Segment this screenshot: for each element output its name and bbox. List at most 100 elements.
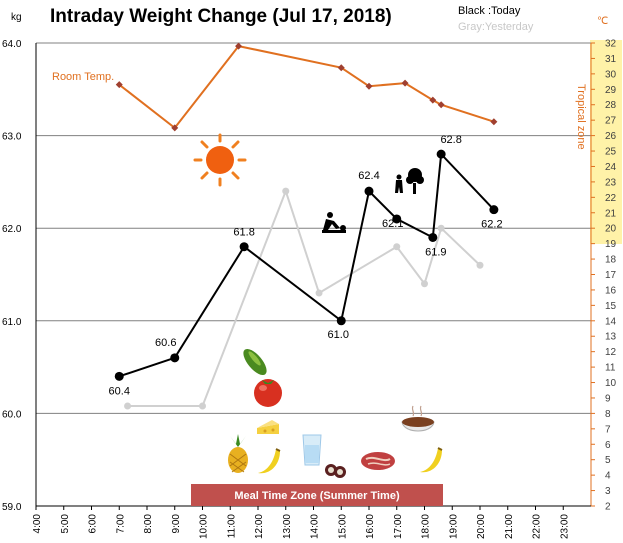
point-room-temp (490, 118, 498, 126)
left-tick-label: 60.0 (2, 409, 22, 420)
right-tick-label: 5 (605, 455, 611, 466)
sushi-icon (325, 464, 346, 478)
point-today (239, 242, 249, 252)
point-yesterday (124, 402, 132, 410)
right-tick-label: 10 (605, 378, 617, 389)
right-unit-label: ℃ (597, 16, 608, 27)
right-tick-label: 25 (605, 147, 617, 158)
point-room-temp (235, 42, 243, 50)
left-tick-label: 64.0 (2, 39, 22, 50)
right-tick-label: 32 (605, 39, 617, 50)
legend-yesterday: Gray:Yesterday (458, 21, 534, 33)
right-tick-label: 22 (605, 193, 617, 204)
x-tick-labels: 4:00 5:00 6:00 7:00 8:00 9:00 10:00 11:00 12:00 1… (32, 506, 570, 539)
right-tick-label: 9 (605, 393, 611, 404)
point-today (364, 186, 374, 196)
point-yesterday (476, 261, 484, 269)
right-tick-label: 17 (605, 270, 617, 281)
legend-today: Black :Today (458, 5, 521, 17)
point-today (489, 205, 499, 215)
right-tick-label: 12 (605, 347, 617, 358)
banana-icon (420, 447, 443, 473)
gardening-person-icon (322, 212, 346, 233)
point-today (170, 353, 180, 363)
series-yesterday (124, 187, 484, 410)
left-tick-label: 59.0 (2, 502, 22, 513)
point-today (336, 316, 346, 326)
right-tick-label: 13 (605, 332, 617, 343)
right-tick-label: 24 (605, 162, 617, 173)
point-today (436, 149, 446, 159)
point-yesterday (315, 289, 323, 297)
x-tick-label: 4:00 (32, 514, 43, 534)
right-tick-label: 31 (605, 54, 617, 65)
x-tick-label: 20:00 (476, 514, 487, 539)
x-tick-label: 23:00 (559, 514, 570, 539)
x-tick-label: 18:00 (421, 514, 432, 539)
point-yesterday (393, 243, 401, 251)
cheese-icon (257, 420, 279, 434)
cucumber-icon (243, 348, 267, 376)
right-tick-label: 4 (605, 471, 611, 482)
banana-icon (258, 448, 281, 474)
x-tick-label: 14:00 (310, 514, 321, 539)
point-yesterday (437, 224, 445, 232)
right-tick-label: 27 (605, 116, 617, 127)
room-temp-label: Room Temp. (52, 71, 114, 83)
steak-icon (361, 452, 395, 470)
right-tick-label: 16 (605, 285, 617, 296)
meal-time-label: Meal Time Zone (Summer Time) (234, 490, 400, 502)
x-tick-label: 12:00 (254, 514, 265, 539)
right-tick-labels: 3231302928272625242322212019181716151413… (591, 39, 617, 513)
right-tick-label: 6 (605, 440, 611, 451)
right-tick-label: 28 (605, 100, 617, 111)
x-tick-label: 6:00 (88, 514, 99, 534)
chart-title: Intraday Weight Change (Jul 17, 2018) (50, 6, 392, 27)
series-today (114, 149, 499, 381)
tropical-zone-label: Tropical zone (575, 84, 587, 150)
point-room-temp (171, 124, 179, 132)
sun-icon (193, 133, 247, 187)
right-tick-label: 8 (605, 409, 611, 420)
left-tick-label: 63.0 (2, 132, 22, 143)
right-tick-label: 3 (605, 486, 611, 497)
person-with-tree-icon (395, 168, 424, 194)
data-label-today: 61.0 (328, 329, 349, 341)
data-label-today: 62.1 (382, 218, 403, 230)
right-tick-label: 14 (605, 316, 617, 327)
data-label-today: 61.9 (425, 246, 446, 258)
series-room-temp (115, 42, 498, 132)
right-tick-label: 23 (605, 177, 617, 188)
tropical-zone-band (590, 40, 622, 244)
left-unit-label: kg (11, 12, 22, 23)
data-label-today: 61.8 (233, 227, 254, 239)
point-room-temp (401, 79, 409, 87)
x-tick-label: 8:00 (143, 514, 154, 534)
right-tick-label: 18 (605, 255, 617, 266)
right-tick-label: 29 (605, 85, 617, 96)
left-tick-label: 62.0 (2, 224, 22, 235)
x-tick-label: 17:00 (393, 514, 404, 539)
point-room-temp (365, 82, 373, 90)
x-tick-label: 10:00 (199, 514, 210, 539)
x-tick-label: 7:00 (115, 514, 126, 534)
right-tick-label: 21 (605, 208, 617, 219)
line-yesterday (127, 188, 481, 407)
right-tick-label: 30 (605, 69, 617, 80)
right-tick-label: 7 (605, 424, 611, 435)
x-tick-label: 13:00 (282, 514, 293, 539)
point-today (428, 232, 438, 242)
x-tick-label: 22:00 (532, 514, 543, 539)
data-label-today: 62.8 (440, 134, 461, 146)
water-glass-icon (302, 434, 322, 466)
x-tick-label: 9:00 (171, 514, 182, 534)
data-label-today: 60.4 (109, 385, 130, 397)
x-tick-label: 21:00 (504, 514, 515, 539)
x-tick-label: 5:00 (60, 514, 71, 534)
point-room-temp (429, 96, 437, 104)
x-tick-label: 19:00 (448, 514, 459, 539)
data-label-today: 60.6 (155, 337, 176, 349)
point-today (392, 214, 402, 224)
soup-bowl-icon (401, 405, 435, 432)
